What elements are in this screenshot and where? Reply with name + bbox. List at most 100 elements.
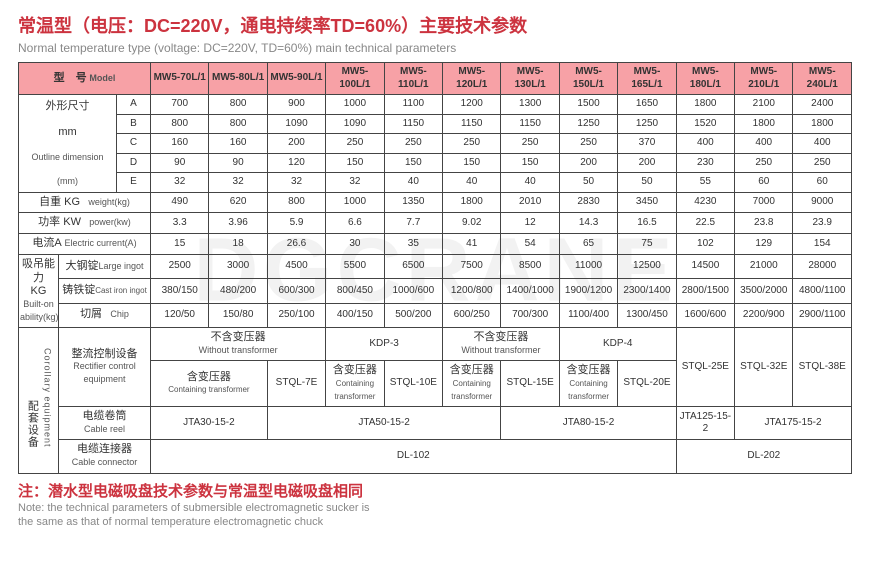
chip-label: 切屑 Chip <box>59 303 151 327</box>
dim-value: 90 <box>151 153 209 173</box>
model-header: MW5-70L/1 <box>151 63 209 95</box>
chip-value: 1600/600 <box>676 303 734 327</box>
chip-value: 600/250 <box>443 303 501 327</box>
weight-value: 3450 <box>618 192 676 213</box>
cast-value: 1200/800 <box>443 279 501 303</box>
dim-value: 1200 <box>443 95 501 115</box>
dim-value: 200 <box>267 134 325 154</box>
current-value: 102 <box>676 234 734 255</box>
dim-value: 1100 <box>384 95 442 115</box>
dim-value: 1500 <box>559 95 617 115</box>
chip-value: 150/80 <box>209 303 267 327</box>
model-header: MW5-100L/1 <box>326 63 384 95</box>
current-value: 35 <box>384 234 442 255</box>
stql-value: STQL-25E <box>676 328 734 407</box>
chip-value: 120/50 <box>151 303 209 327</box>
dim-value: 250 <box>793 153 852 173</box>
dim-value: 40 <box>501 173 559 193</box>
dim-value: 1090 <box>267 114 325 134</box>
ability-group-label: 吸吊能力KGBuilt-onability(kg) <box>19 254 59 327</box>
dim-value: 160 <box>209 134 267 154</box>
chip-value: 1300/450 <box>618 303 676 327</box>
weight-value: 2830 <box>559 192 617 213</box>
weight-value: 7000 <box>735 192 793 213</box>
model-header: MW5-150L/1 <box>559 63 617 95</box>
dim-value: 1800 <box>676 95 734 115</box>
dim-value: 1000 <box>326 95 384 115</box>
dim-value: 60 <box>735 173 793 193</box>
dim-value: 400 <box>735 134 793 154</box>
dim-key: E <box>117 173 151 193</box>
dim-value: 1250 <box>559 114 617 134</box>
without-transformer-label: 不含变压器Without transformer <box>151 328 326 361</box>
dim-value: 1520 <box>676 114 734 134</box>
model-header: MW5-120L/1 <box>443 63 501 95</box>
dim-key: D <box>117 153 151 173</box>
power-value: 22.5 <box>676 213 734 234</box>
cast-iron-label: 铸铁锭Cast iron ingot <box>59 279 151 303</box>
dim-value: 200 <box>559 153 617 173</box>
dim-value: 32 <box>267 173 325 193</box>
dim-key: A <box>117 95 151 115</box>
dim-value: 2100 <box>735 95 793 115</box>
header-model: 型 号 Model <box>19 63 151 95</box>
without-transformer-label-2: 不含变压器Without transformer <box>443 328 560 361</box>
dim-key: C <box>117 134 151 154</box>
chip-value: 400/150 <box>326 303 384 327</box>
model-header: MW5-130L/1 <box>501 63 559 95</box>
dim-value: 150 <box>326 153 384 173</box>
corollary-group-label: 配套设备 Corollary equipment <box>19 328 59 474</box>
model-header: MW5-210L/1 <box>735 63 793 95</box>
weight-value: 490 <box>151 192 209 213</box>
dim-value: 90 <box>209 153 267 173</box>
dim-key: B <box>117 114 151 134</box>
jta-value: JTA50-15-2 <box>267 407 501 440</box>
current-value: 75 <box>618 234 676 255</box>
with-transformer-label: 含变压器Containing transformer <box>326 361 384 407</box>
stql-value: STQL-32E <box>735 328 793 407</box>
power-value: 6.6 <box>326 213 384 234</box>
large-ingot-label: 大钢锭Large ingot <box>59 254 151 278</box>
current-value: 41 <box>443 234 501 255</box>
dim-value: 1250 <box>618 114 676 134</box>
cast-value: 1000/600 <box>384 279 442 303</box>
dim-value: 1800 <box>735 114 793 134</box>
weight-value: 9000 <box>793 192 852 213</box>
dl-value: DL-202 <box>676 440 851 473</box>
ingot-value: 12500 <box>618 254 676 278</box>
weight-value: 1350 <box>384 192 442 213</box>
current-value: 30 <box>326 234 384 255</box>
chip-value: 1100/400 <box>559 303 617 327</box>
jta-value: JTA80-15-2 <box>501 407 676 440</box>
cable-connector-label: 电缆连接器Cable connector <box>59 440 151 473</box>
ingot-value: 7500 <box>443 254 501 278</box>
dim-value: 250 <box>443 134 501 154</box>
dim-value: 1150 <box>501 114 559 134</box>
dim-value: 1150 <box>443 114 501 134</box>
ingot-value: 4500 <box>267 254 325 278</box>
dim-value: 32 <box>151 173 209 193</box>
power-value: 23.9 <box>793 213 852 234</box>
current-value: 15 <box>151 234 209 255</box>
dim-value: 230 <box>676 153 734 173</box>
current-value: 26.6 <box>267 234 325 255</box>
dim-value: 250 <box>501 134 559 154</box>
ingot-value: 21000 <box>735 254 793 278</box>
dim-value: 150 <box>443 153 501 173</box>
stql-value: STQL-10E <box>384 361 442 407</box>
ingot-value: 3000 <box>209 254 267 278</box>
kdp4-value: KDP-4 <box>559 328 676 361</box>
weight-label: 自重 KG weight(kg) <box>19 192 151 213</box>
outline-dimension-label: 外形尺寸mmOutline dimension(mm) <box>19 95 117 193</box>
cast-value: 600/300 <box>267 279 325 303</box>
ingot-value: 5500 <box>326 254 384 278</box>
power-value: 12 <box>501 213 559 234</box>
title-cn: 常温型（电压：DC=220V，通电持续率TD=60%）主要技术参数 <box>18 12 852 38</box>
cast-value: 480/200 <box>209 279 267 303</box>
dim-value: 400 <box>676 134 734 154</box>
dim-value: 150 <box>501 153 559 173</box>
cable-reel-label: 电缆卷筒Cable reel <box>59 407 151 440</box>
current-value: 18 <box>209 234 267 255</box>
dim-value: 2400 <box>793 95 852 115</box>
weight-value: 1800 <box>443 192 501 213</box>
